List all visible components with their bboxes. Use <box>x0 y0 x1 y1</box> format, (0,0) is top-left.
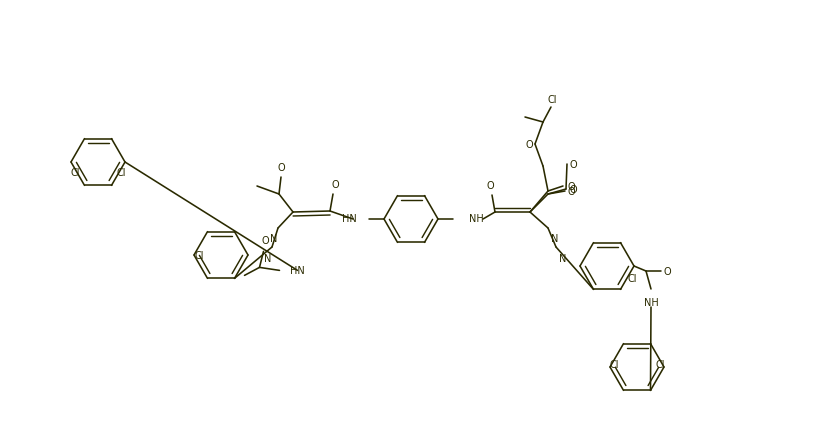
Text: O: O <box>525 140 533 150</box>
Text: Cl: Cl <box>627 274 637 284</box>
Text: O: O <box>331 180 339 190</box>
Text: Cl: Cl <box>548 95 557 105</box>
Text: O: O <box>568 187 575 197</box>
Text: O: O <box>569 160 576 169</box>
Text: O: O <box>567 181 575 191</box>
Text: O: O <box>486 181 494 190</box>
Text: O: O <box>261 236 270 246</box>
Text: NH: NH <box>469 214 484 224</box>
Text: Cl: Cl <box>70 168 80 178</box>
Text: HN: HN <box>289 266 304 276</box>
Text: N: N <box>264 253 271 264</box>
Text: O: O <box>664 266 672 276</box>
Text: O: O <box>570 184 578 194</box>
Text: HN: HN <box>342 214 357 224</box>
Text: N: N <box>559 253 566 264</box>
Text: NH: NH <box>644 297 658 307</box>
Text: N: N <box>551 233 558 243</box>
Text: Cl: Cl <box>655 359 665 369</box>
Text: Cl: Cl <box>195 250 204 260</box>
Text: O: O <box>277 163 284 172</box>
Text: Cl: Cl <box>117 168 126 178</box>
Text: Cl: Cl <box>609 359 618 369</box>
Text: N: N <box>270 233 277 243</box>
